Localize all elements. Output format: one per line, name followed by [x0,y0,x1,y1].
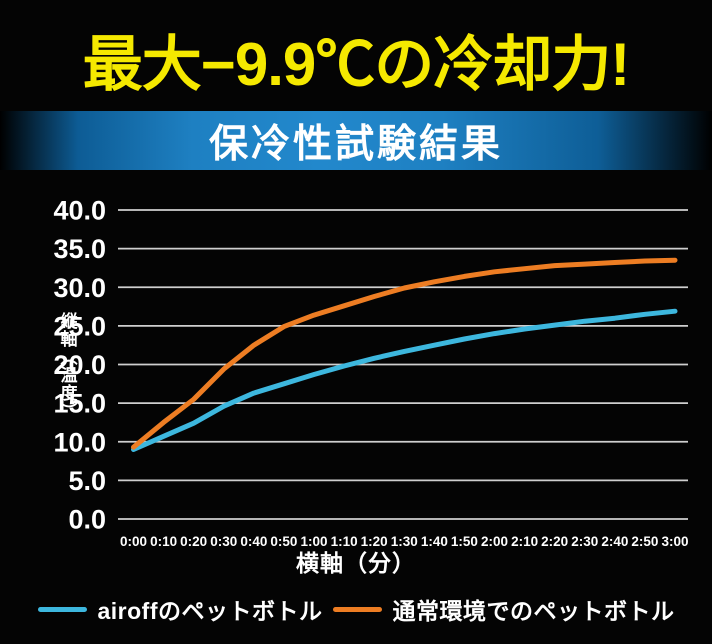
x-tick-label: 1:50 [451,534,478,549]
series-line-1 [131,257,678,450]
y-tick-label: 30.0 [53,273,106,303]
x-tick-label: 0:00 [120,534,147,549]
legend-label-airoff: airoffのペットボトル [97,598,323,624]
chart-title-text: 保冷性試験結果 [208,122,503,166]
x-tick-label: 2:20 [541,534,568,549]
page-title: 最大−9.9℃の冷却力! [0,16,712,102]
series-line-0 [131,308,678,452]
y-tick-label: 25.0 [53,311,106,341]
legend-item-normal: 通常環境でのペットボトル [332,592,675,626]
x-tick-label: 2:50 [631,534,658,549]
y-tick-label: 40.0 [53,196,106,226]
legend-swatch-normal [332,606,382,612]
x-tick-label: 0:50 [270,534,297,549]
x-tick-label: 2:40 [601,534,628,549]
x-tick-label: 2:30 [571,534,598,549]
legend-swatch-airoff [37,606,87,612]
x-tick-label: 0:30 [210,534,237,549]
y-tick-label: 35.0 [53,234,106,264]
chart-title-banner: 保冷性試験結果 [0,111,712,170]
legend-label-normal: 通常環境でのペットボトル [392,598,675,624]
x-tick-label: 1:20 [361,534,388,549]
x-tick-label: 2:00 [481,534,508,549]
x-tick-label: 2:10 [511,534,538,549]
y-tick-label: 10.0 [53,427,106,457]
y-tick-label: 20.0 [53,350,106,380]
y-axis-title: 縦軸（温度） [57,312,77,420]
x-tick-label: 1:00 [300,534,327,549]
line-chart: 40.035.030.025.020.015.010.05.00.00:00 0:… [53,196,688,550]
x-tick-label: 0:40 [240,534,267,549]
y-tick-label: 15.0 [53,389,106,419]
legend-item-airoff: airoffのペットボトル [37,592,323,626]
x-axis-title: 横軸（分） [296,550,416,576]
x-tick-label: 0:10 [150,534,177,549]
y-tick-label: 5.0 [68,466,106,496]
x-tick-label: 3:00 [661,534,688,549]
y-tick-label: 0.0 [68,505,106,535]
x-tick-label: 1:10 [331,534,358,549]
x-tick-label: 0:20 [180,534,207,549]
x-tick-label: 1:30 [391,534,418,549]
chart-legend: airoffのペットボトル 通常環境でのペットボトル [0,594,712,624]
page-title-text: 最大−9.9℃の冷却力! [82,30,630,98]
x-tick-label: 1:40 [421,534,448,549]
